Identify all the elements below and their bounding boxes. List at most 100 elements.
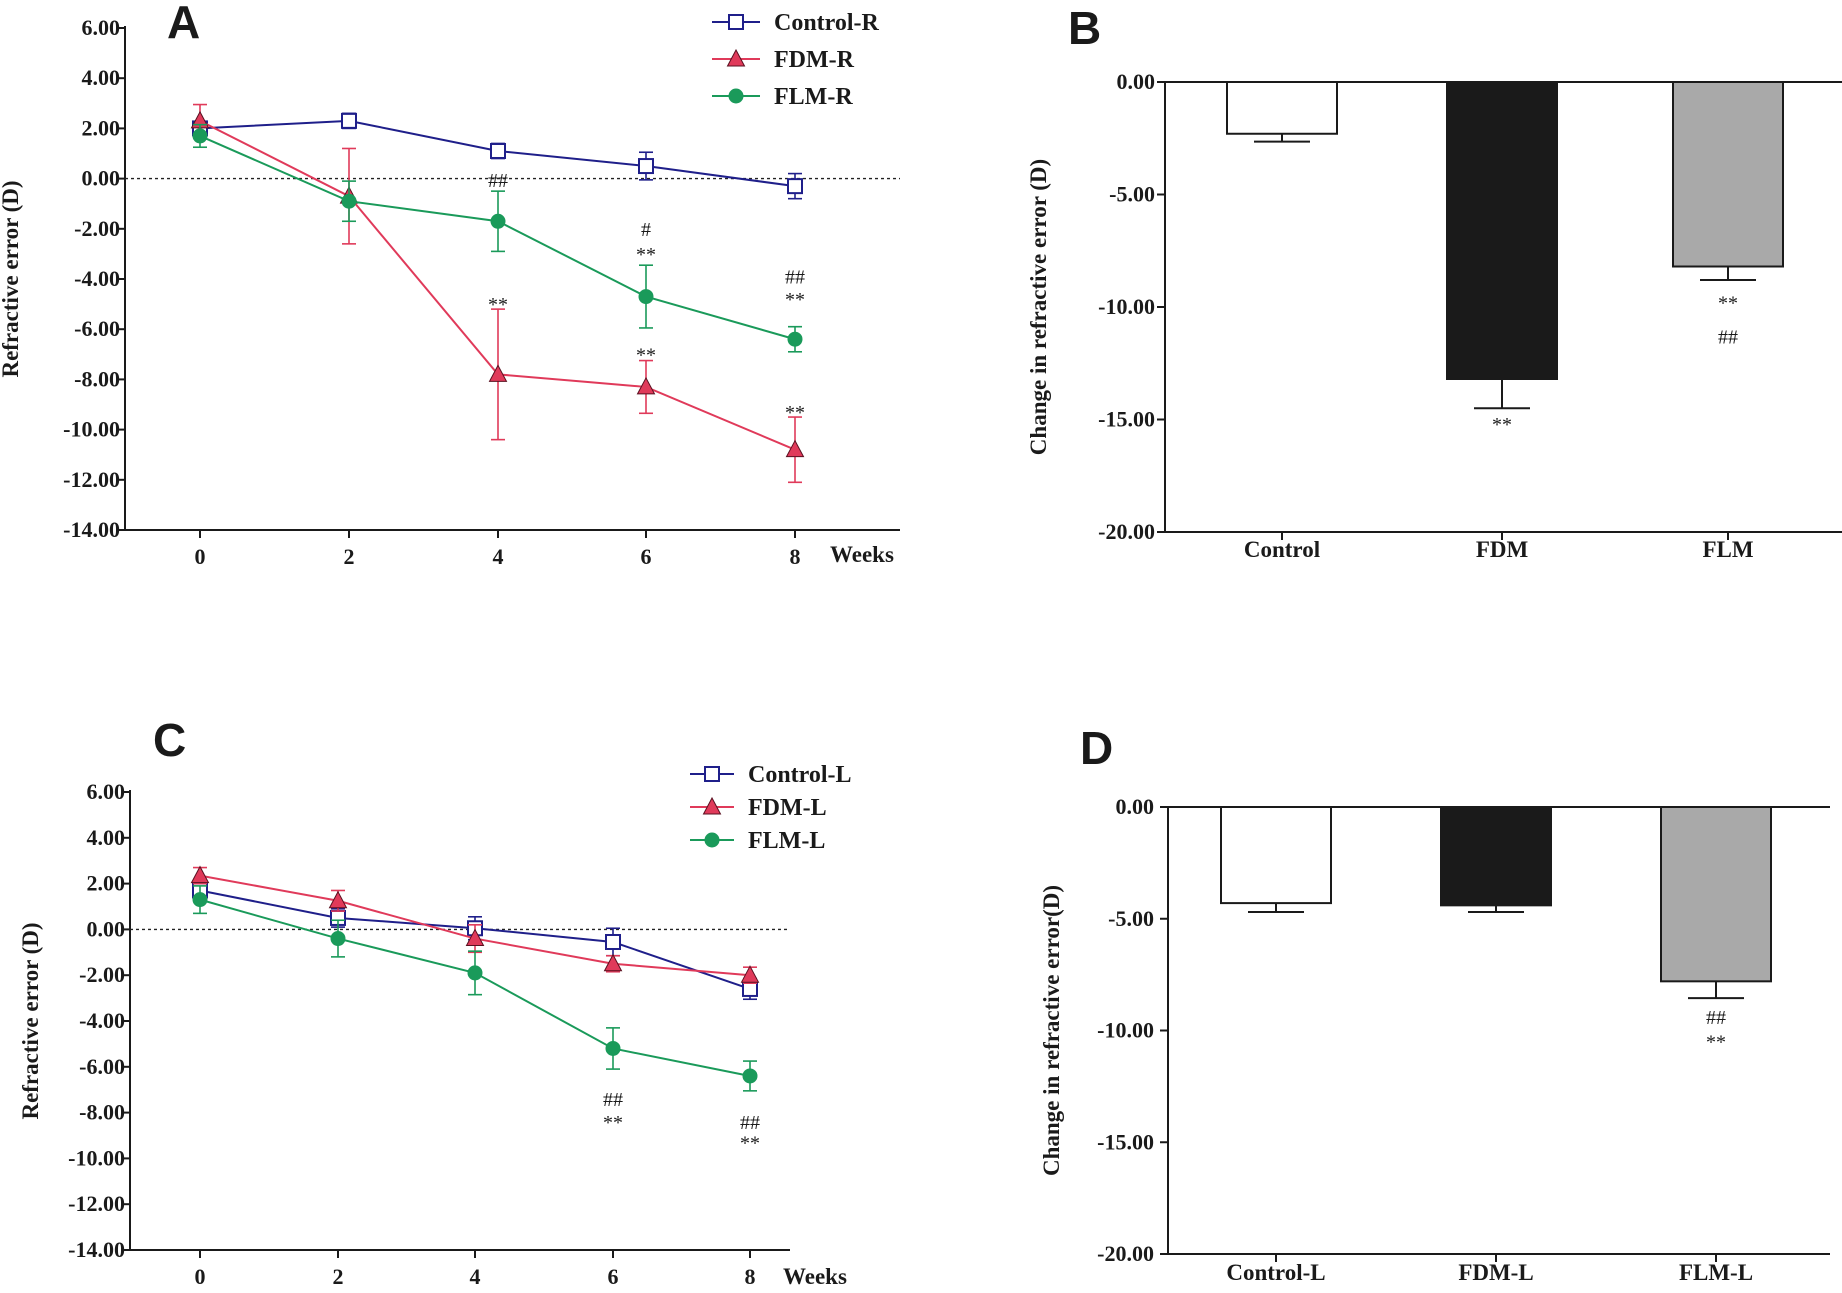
panel-c-y-tick-label: 0.00 [87,916,126,941]
panel-a-y-tick-label: 0.00 [82,166,121,191]
panel-c-y-tick-label: -12.00 [68,1191,125,1216]
data-point-fdm-l [465,928,485,947]
data-point-flm-l [605,1040,621,1056]
legend-marker-fdm-r [726,48,746,67]
legend-label-fdm-l: FDM-L [748,795,827,821]
significance-label: ** [1718,293,1738,315]
legend-marker-fdm-l [702,796,722,815]
panel-b-y-tick-label: 0.00 [1117,69,1156,94]
significance-label: ** [1492,414,1512,436]
legend-marker-flm-r [728,88,744,104]
data-point-flm-r [192,128,208,144]
significance-label: ** [636,244,656,266]
legend-marker-flm-l [704,832,720,848]
data-point-fdm-r [785,439,805,458]
panel-a-y-tick-label: 6.00 [82,15,121,40]
data-point-fdm-l [328,890,348,909]
significance-label: # [641,219,651,241]
panel-c-x-tick-label: 0 [195,1264,206,1289]
data-point-control-r [490,142,506,159]
legend-marker-control-r [728,14,744,30]
bar-fdm [1446,81,1558,380]
panel-a-y-axis-label: Refractive error (D) [0,180,23,377]
panel-b-y-tick-label: -15.00 [1098,407,1155,432]
data-point-flm-l [467,965,483,981]
panel-c-y-tick-label: -8.00 [79,1100,125,1125]
bar-control-l [1220,806,1332,905]
panel-c-line-chart: 6.00 4.00 2.00 0.00 -2.00 -4.00 -6.00 -8.00 -10.… [18,762,852,1289]
significance-label: ## [740,1112,760,1134]
significance-label: ** [488,294,508,316]
data-point-control-l [742,980,758,997]
legend-label-control-r: Control-R [774,10,880,36]
significance-label: ## [603,1089,623,1111]
legend-label-control-l: Control-L [748,762,852,788]
panel-letter-b: B [1068,2,1101,54]
panel-d-bar-chart: 0.00 -5.00 -10.00 -15.00 -20.00 Change in ref… [1039,794,1830,1285]
legend-label-flm-r: FLM-R [774,84,853,110]
data-point-fdm-r [488,364,508,382]
data-point-fdm-r [636,376,656,395]
legend-label-flm-l: FLM-L [748,828,825,854]
category-label-flm: FLM [1702,537,1753,562]
panel-a-y-tick-label: -6.00 [74,316,120,341]
data-point-fdm-l [740,965,760,983]
panel-b-bar-chart: 0.00 -5.00 -10.00 -15.00 -20.00 Change in ref… [1026,69,1842,562]
panel-d-y-tick-label: -10.00 [1097,1018,1154,1043]
panel-a-x-axis-label: Weeks [830,542,894,567]
panel-b-y-axis-label: Change in refractive error (D) [1026,159,1051,455]
panel-d-y-tick-label: -20.00 [1097,1241,1154,1266]
panel-a-y-tick-label: -4.00 [74,266,120,291]
panel-c-y-tick-label: 4.00 [87,825,126,850]
panel-letter-a: A [167,0,200,48]
panel-c-y-tick-label: -6.00 [79,1054,125,1079]
significance-label: ** [636,344,656,366]
panel-c-x-tick-label: 2 [333,1264,344,1289]
data-point-flm-r [490,213,506,229]
bar-fdm-l [1440,806,1552,907]
panel-c-x-tick-label: 4 [470,1264,481,1289]
panel-a-x-tick-label: 4 [493,544,504,569]
panel-c-y-tick-label: 2.00 [87,871,126,896]
data-point-flm-l [192,892,208,908]
panel-c-y-axis-label: Refractive error (D) [18,922,43,1119]
significance-label: ** [1706,1032,1726,1054]
significance-label: ** [785,289,805,311]
panel-a-x-tick-label: 6 [641,544,652,569]
panel-d-y-tick-label: -5.00 [1108,906,1154,931]
legend-label-fdm-r: FDM-R [774,47,855,73]
data-point-control-r [787,178,803,195]
panel-letter-d: D [1080,722,1113,774]
panel-a-y-tick-label: 2.00 [82,115,121,140]
category-label-control-l: Control-L [1226,1260,1325,1285]
panel-a-line-chart: 6.00 4.00 2.00 0.00 -2.00 -4.00 -6.00 -8.00 -10.… [0,10,900,569]
panel-a-x-tick-label: 2 [344,544,355,569]
bar-flm-l [1660,806,1772,983]
significance-label: ## [1706,1007,1726,1029]
panel-d-y-tick-label: -15.00 [1097,1129,1154,1154]
significance-label: ## [1718,326,1738,348]
panel-a-y-tick-label: -2.00 [74,216,120,241]
data-point-flm-r [341,193,357,209]
significance-label: ## [785,266,805,288]
panel-c-y-tick-label: -4.00 [79,1008,125,1033]
panel-letter-c: C [153,714,186,766]
panel-a-y-tick-label: -12.00 [63,467,120,492]
panel-b-y-tick-label: -5.00 [1109,182,1155,207]
panel-a-y-tick-label: -8.00 [74,366,120,391]
panel-a-y-tick-label: -14.00 [63,517,120,542]
panel-c-y-tick-label: -10.00 [68,1145,125,1170]
data-point-fdm-l [190,865,210,884]
panel-c-y-tick-label: 6.00 [87,779,126,804]
panel-a-y-tick-label: 4.00 [82,65,121,90]
panel-b-y-tick-label: -20.00 [1098,519,1155,544]
category-label-flm-l: FLM-L [1679,1260,1753,1285]
panel-d-y-axis-label: Change in refractive error(D) [1039,885,1064,1176]
category-label-fdm-l: FDM-L [1458,1260,1533,1285]
panel-a-x-tick-label: 8 [790,544,801,569]
data-point-control-l [605,933,621,950]
category-label-fdm: FDM [1476,537,1529,562]
bar-control [1226,81,1338,135]
significance-label: ** [740,1132,760,1154]
